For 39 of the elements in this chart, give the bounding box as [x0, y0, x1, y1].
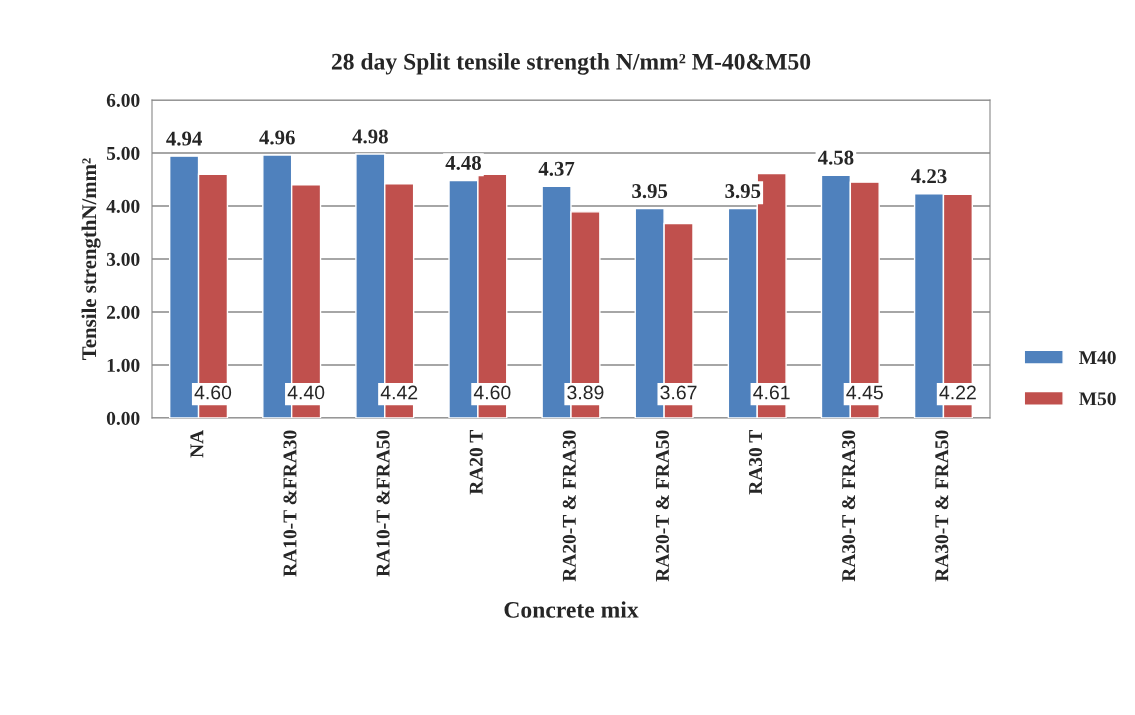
- y-tick-label: 0.00: [106, 411, 140, 426]
- y-tick-label: 1.00: [107, 358, 140, 373]
- data-label: 4.42: [380, 385, 418, 400]
- data-label: 4.58: [817, 150, 854, 165]
- data-label: 3.67: [660, 385, 697, 400]
- x-tick-label: RA30-T & FRA30: [842, 430, 856, 582]
- data-label: 4.60: [473, 385, 511, 400]
- x-tick-label: RA10-T &FRA30: [283, 430, 297, 577]
- x-tick-label: NA: [190, 429, 204, 458]
- x-tick-label: RA20 T: [469, 430, 483, 495]
- data-label: 4.48: [445, 155, 481, 171]
- x-tick-label: RA30 T: [748, 430, 763, 495]
- x-tick-label: RA10-T &FRA50: [376, 430, 390, 577]
- x-tick-label: RA30-T & FRA50: [935, 430, 949, 582]
- x-tick-label: RA20-T & FRA30: [562, 430, 576, 582]
- data-label: 4.98: [352, 129, 388, 144]
- data-label: 4.61: [753, 385, 790, 400]
- data-label: 4.94: [166, 131, 202, 146]
- data-label: 4.45: [846, 385, 883, 400]
- data-label: 3.95: [725, 184, 761, 199]
- y-tick-label: 6.00: [106, 93, 140, 108]
- data-label: 4.40: [287, 385, 325, 400]
- data-label: 3.89: [567, 385, 604, 400]
- data-label: 4.96: [259, 130, 295, 145]
- y-tick-label: 5.00: [106, 146, 140, 161]
- legend-label: M40: [1079, 351, 1116, 365]
- data-label: 4.60: [194, 385, 232, 400]
- legend-label: M50: [1079, 392, 1116, 406]
- data-label: 3.95: [632, 184, 668, 199]
- data-label: 4.22: [939, 385, 976, 400]
- y-axis-title: Tensile strengthN/mm²: [81, 158, 101, 360]
- data-label: 4.23: [911, 169, 947, 184]
- y-tick-label: 3.00: [106, 252, 140, 267]
- y-tick-label: 2.00: [106, 305, 140, 320]
- x-tick-label: RA20-T & FRA50: [655, 430, 669, 582]
- chart-title: 28 day Split tensile strength N/mm² M-40&M50: [331, 53, 811, 75]
- data-label: 4.37: [538, 161, 575, 176]
- y-tick-label: 4.00: [106, 199, 140, 214]
- x-axis-title: Concrete mix: [504, 601, 639, 618]
